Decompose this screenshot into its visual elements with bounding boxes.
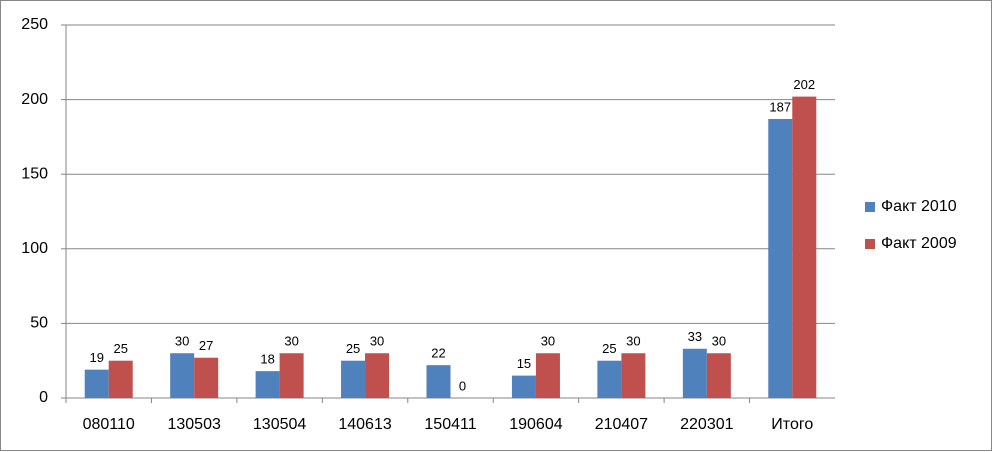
value-label: 30 [284, 334, 298, 349]
legend-swatch [865, 239, 875, 249]
y-tick-label: 0 [39, 389, 48, 406]
value-label: 25 [602, 341, 616, 356]
bar [706, 353, 731, 398]
bar [621, 353, 646, 398]
legend-label: Факт 2009 [881, 235, 957, 252]
value-label: 27 [199, 338, 213, 353]
bar [535, 353, 560, 398]
y-tick-label: 150 [21, 165, 48, 182]
x-tick-label: 140613 [338, 416, 391, 433]
value-label: 22 [431, 346, 445, 361]
bar [768, 118, 793, 398]
bar [84, 369, 109, 398]
bar [365, 353, 390, 398]
value-label: 25 [346, 341, 360, 356]
value-label: 0 [459, 378, 466, 393]
value-label: 30 [712, 334, 726, 349]
x-tick-label: 190604 [509, 416, 562, 433]
y-tick-label: 50 [30, 315, 48, 332]
bar [279, 353, 304, 398]
value-label: 30 [175, 334, 189, 349]
y-tick-label: 200 [21, 91, 48, 108]
value-label: 30 [626, 334, 640, 349]
value-label: 18 [260, 352, 274, 367]
bar [511, 375, 536, 398]
bar [341, 360, 366, 398]
legend-label: Факт 2010 [881, 198, 957, 215]
bar [255, 371, 280, 398]
x-tick-label: 220301 [680, 416, 733, 433]
value-label: 25 [113, 341, 127, 356]
bar [597, 360, 622, 398]
x-tick-label: 080110 [83, 416, 135, 433]
value-label: 187 [769, 99, 791, 114]
y-tick-label: 250 [21, 16, 48, 33]
y-tick-label: 100 [21, 240, 48, 257]
value-label: 202 [793, 77, 815, 92]
x-tick-label: Итого [771, 416, 813, 433]
legend-swatch [865, 202, 875, 212]
value-label: 19 [89, 350, 103, 365]
x-tick-label: 150411 [424, 416, 476, 433]
value-label: 15 [517, 356, 531, 371]
value-label: 30 [541, 334, 555, 349]
bar [170, 353, 195, 398]
x-tick-label: 130504 [253, 416, 306, 433]
bar [426, 365, 451, 398]
value-label: 33 [688, 329, 702, 344]
x-tick-label: 210407 [595, 416, 648, 433]
bar [108, 360, 133, 398]
bar [682, 348, 707, 398]
bar [792, 96, 817, 398]
value-label: 30 [370, 334, 384, 349]
bar [194, 357, 219, 398]
x-tick-label: 130503 [167, 416, 220, 433]
